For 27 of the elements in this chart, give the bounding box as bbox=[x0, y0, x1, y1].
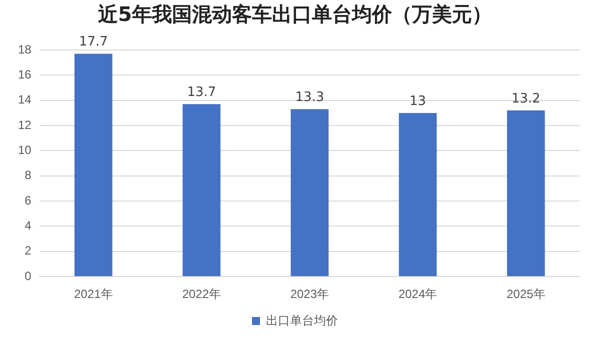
legend-label: 出口单台均价 bbox=[266, 313, 338, 328]
y-tick-label: 16 bbox=[18, 67, 32, 82]
bar bbox=[74, 54, 112, 276]
data-label: 13.2 bbox=[511, 91, 540, 106]
bar bbox=[507, 110, 545, 276]
x-tick-label: 2024年 bbox=[398, 287, 438, 302]
data-label: 13.3 bbox=[295, 90, 324, 106]
x-tick-label: 2021年 bbox=[74, 287, 113, 302]
x-tick-label: 2022年 bbox=[182, 287, 221, 302]
bar bbox=[182, 104, 220, 276]
y-tick-label: 18 bbox=[18, 42, 32, 56]
data-label: 17.7 bbox=[78, 34, 108, 50]
y-tick-label: 2 bbox=[24, 244, 32, 258]
y-tick-label: 0 bbox=[24, 268, 32, 283]
y-tick-label: 12 bbox=[18, 118, 32, 132]
bar bbox=[398, 112, 437, 276]
data-label: 13 bbox=[410, 94, 426, 109]
y-tick-label: 6 bbox=[24, 193, 32, 208]
y-tick-label: 14 bbox=[18, 92, 32, 107]
bar bbox=[290, 109, 329, 276]
y-tick-label: 8 bbox=[24, 168, 32, 182]
x-tick-label: 2025年 bbox=[506, 287, 546, 302]
y-tick-label: 10 bbox=[18, 143, 32, 158]
y-tick-label: 4 bbox=[24, 218, 32, 233]
x-tick-label: 2023年 bbox=[290, 287, 330, 302]
chart-title: 近5年我国混动客车出口单台均价（万美元） bbox=[97, 2, 492, 26]
data-label: 13.7 bbox=[187, 85, 216, 100]
